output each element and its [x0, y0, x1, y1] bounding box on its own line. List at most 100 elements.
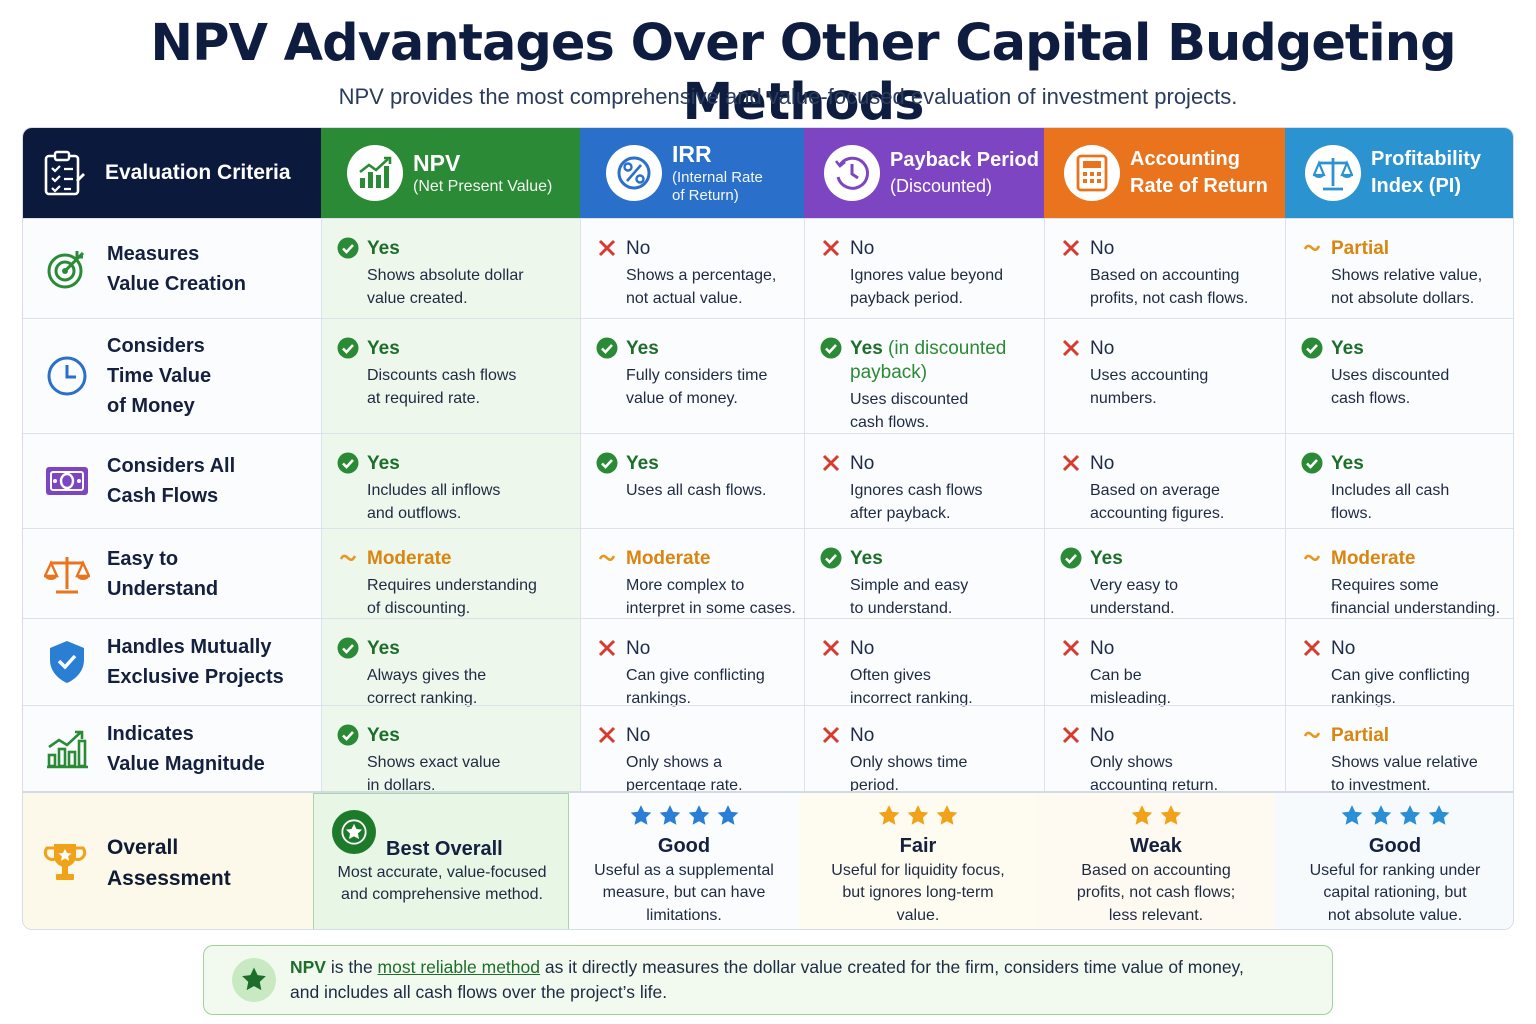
cell-desc-1: Shows value relative: [1331, 753, 1478, 771]
cell-desc-1: Shows exact value: [367, 753, 501, 771]
cell-payback: No Ignores value beyond payback period.: [804, 219, 1044, 318]
shield-check-icon: [43, 638, 91, 686]
cell-arr: Yes Very easy to understand.: [1044, 529, 1285, 618]
verdict-note: (in discounted payback): [850, 338, 1007, 383]
cell-desc-1: Can give conflicting: [1331, 666, 1470, 684]
cell-npv: Yes Shows exact value in dollars.: [321, 706, 580, 794]
assessment-npv-rating: Best Overall: [386, 838, 503, 860]
cell-npv: Yes Discounts cash flows at required rate.: [321, 319, 580, 433]
check-circle-icon: [820, 337, 842, 359]
verdict-label: Yes: [1090, 548, 1123, 569]
cell-desc-2: flows.: [1331, 504, 1372, 522]
cell-desc-2: in dollars.: [367, 776, 436, 794]
assessment-pi-desc-2: capital rationing, but: [1323, 884, 1467, 902]
verdict-label: No: [850, 453, 875, 474]
verdict-label: Yes: [626, 338, 659, 359]
page-subtitle: NPV provides the most comprehensive and …: [338, 84, 1238, 109]
assessment-label-2: Assessment: [107, 867, 231, 890]
header-irr-sub2: of Return): [672, 186, 739, 204]
assessment-irr-desc-2: measure, but can have: [602, 884, 766, 902]
summary-callout: NPV is the most reliable method as it di…: [203, 945, 1333, 1015]
cell-npv: Yes Shows absolute dollar value created.: [321, 219, 580, 318]
cell-payback: No Often gives incorrect ranking.: [804, 619, 1044, 707]
verdict-label: No: [850, 638, 875, 659]
criteria-label-3: of Money: [107, 395, 195, 417]
cell-arr: No Only shows accounting return.: [1044, 706, 1285, 794]
criteria-cell: Measures Value Creation: [23, 219, 321, 318]
header-arr-line2: Rate of Return: [1130, 175, 1268, 197]
star-icon: [1339, 803, 1365, 831]
cell-desc-2: accounting figures.: [1090, 504, 1225, 522]
criteria-label-1: Considers All: [107, 455, 236, 477]
scales-icon: [43, 550, 91, 598]
verdict-label: No: [1090, 238, 1115, 259]
assessment-irr-stars: [569, 803, 799, 831]
cell-arr: No Can be misleading.: [1044, 619, 1285, 707]
star-icon: [232, 958, 276, 1002]
cell-desc-2: rankings.: [626, 689, 691, 707]
assessment-pi-desc-3: not absolute value.: [1327, 906, 1463, 924]
check-circle-icon: [1301, 452, 1323, 474]
verdict-label: Yes: [1331, 453, 1364, 474]
verdict-label: Yes: [367, 638, 400, 659]
cell-irr: Moderate More complex to interpret in some…: [580, 529, 804, 618]
calculator-icon: [1064, 145, 1120, 201]
money-bill-icon: [43, 457, 91, 505]
x-mark-icon: [820, 452, 842, 474]
tilde-icon: [337, 547, 359, 569]
assessment-arr-desc-2: profits, not cash flows;: [1076, 884, 1236, 902]
cell-desc-2: incorrect ranking.: [850, 689, 973, 707]
assessment-arr: Weak Based on accounting profits, not cas…: [1037, 793, 1275, 929]
clock-icon: [43, 352, 91, 400]
cell-desc-1: Uses accounting: [1090, 366, 1209, 384]
header-npv-sub: (Net Present Value): [413, 178, 553, 196]
x-mark-icon: [1060, 337, 1082, 359]
verdict-label: No: [850, 238, 875, 259]
star-icon: [876, 803, 902, 831]
tilde-icon: [596, 547, 618, 569]
assessment-row: Overall Assessment Best Overall Most acc…: [23, 791, 1513, 929]
verdict-label: Yes: [1331, 338, 1364, 359]
assessment-irr-rating: Good: [657, 835, 711, 857]
balance-scale-icon: [1305, 145, 1361, 201]
cell-desc-2: profits, not cash flows.: [1090, 289, 1249, 307]
star-icon: [628, 803, 654, 831]
cell-desc-2: understand.: [1090, 599, 1175, 617]
assessment-payback-desc-3: value.: [896, 906, 940, 924]
assessment-label-1: Overall: [107, 835, 179, 859]
cell-desc-1: Often gives: [850, 666, 931, 684]
verdict-label: Yes: [626, 453, 659, 474]
table-row: Measures Value Creation Yes Shows absolute …: [23, 218, 1513, 318]
assessment-payback: Fair Useful for liquidity focus, but igno…: [799, 793, 1037, 929]
table-row: Handles Mutually Exclusive Projects Yes Alw…: [23, 618, 1513, 707]
assessment-pi: Good Useful for ranking under capital rat…: [1275, 793, 1513, 929]
cell-desc-1: Very easy to: [1090, 576, 1179, 594]
check-circle-icon: [337, 724, 359, 746]
verdict-label: Moderate: [1331, 548, 1416, 569]
assessment-payback-desc-2: but ignores long-term: [842, 884, 994, 902]
comparison-table: Evaluation Criteria NPV (Net Present Val…: [22, 127, 1514, 930]
cell-pi: Yes Uses discounted cash flows.: [1285, 319, 1513, 433]
star-icon: [1129, 803, 1155, 831]
criteria-label-1: Measures: [107, 242, 200, 265]
assessment-payback-stars: [799, 803, 1037, 831]
growth-chart-icon: [347, 145, 403, 201]
assessment-arr-desc-3: less relevant.: [1108, 906, 1204, 924]
check-circle-icon: [337, 452, 359, 474]
bar-chart-icon: [43, 725, 91, 773]
cell-desc-1: Uses discounted: [850, 390, 969, 408]
criteria-label-1: Indicates: [107, 722, 194, 745]
star-icon: [1397, 803, 1423, 831]
header-npv: NPV (Net Present Value): [321, 128, 580, 218]
cell-desc-1: Shows absolute dollar: [367, 266, 524, 284]
criteria-label-2: Time Value: [107, 365, 212, 387]
x-mark-icon: [1060, 237, 1082, 259]
summary-link[interactable]: most reliable method: [377, 956, 540, 977]
cell-desc-1: Can be: [1090, 666, 1142, 684]
criteria-label-1: Easy to: [107, 547, 179, 570]
cell-desc-1: Only shows a: [626, 753, 723, 771]
cell-desc-1: Always gives the: [367, 666, 487, 684]
header-pi: Profitability Index (PI): [1285, 128, 1513, 218]
header-criteria-label: Evaluation Criteria: [105, 160, 291, 184]
cell-payback: Yes (in discounted payback) Uses discount…: [804, 319, 1044, 433]
